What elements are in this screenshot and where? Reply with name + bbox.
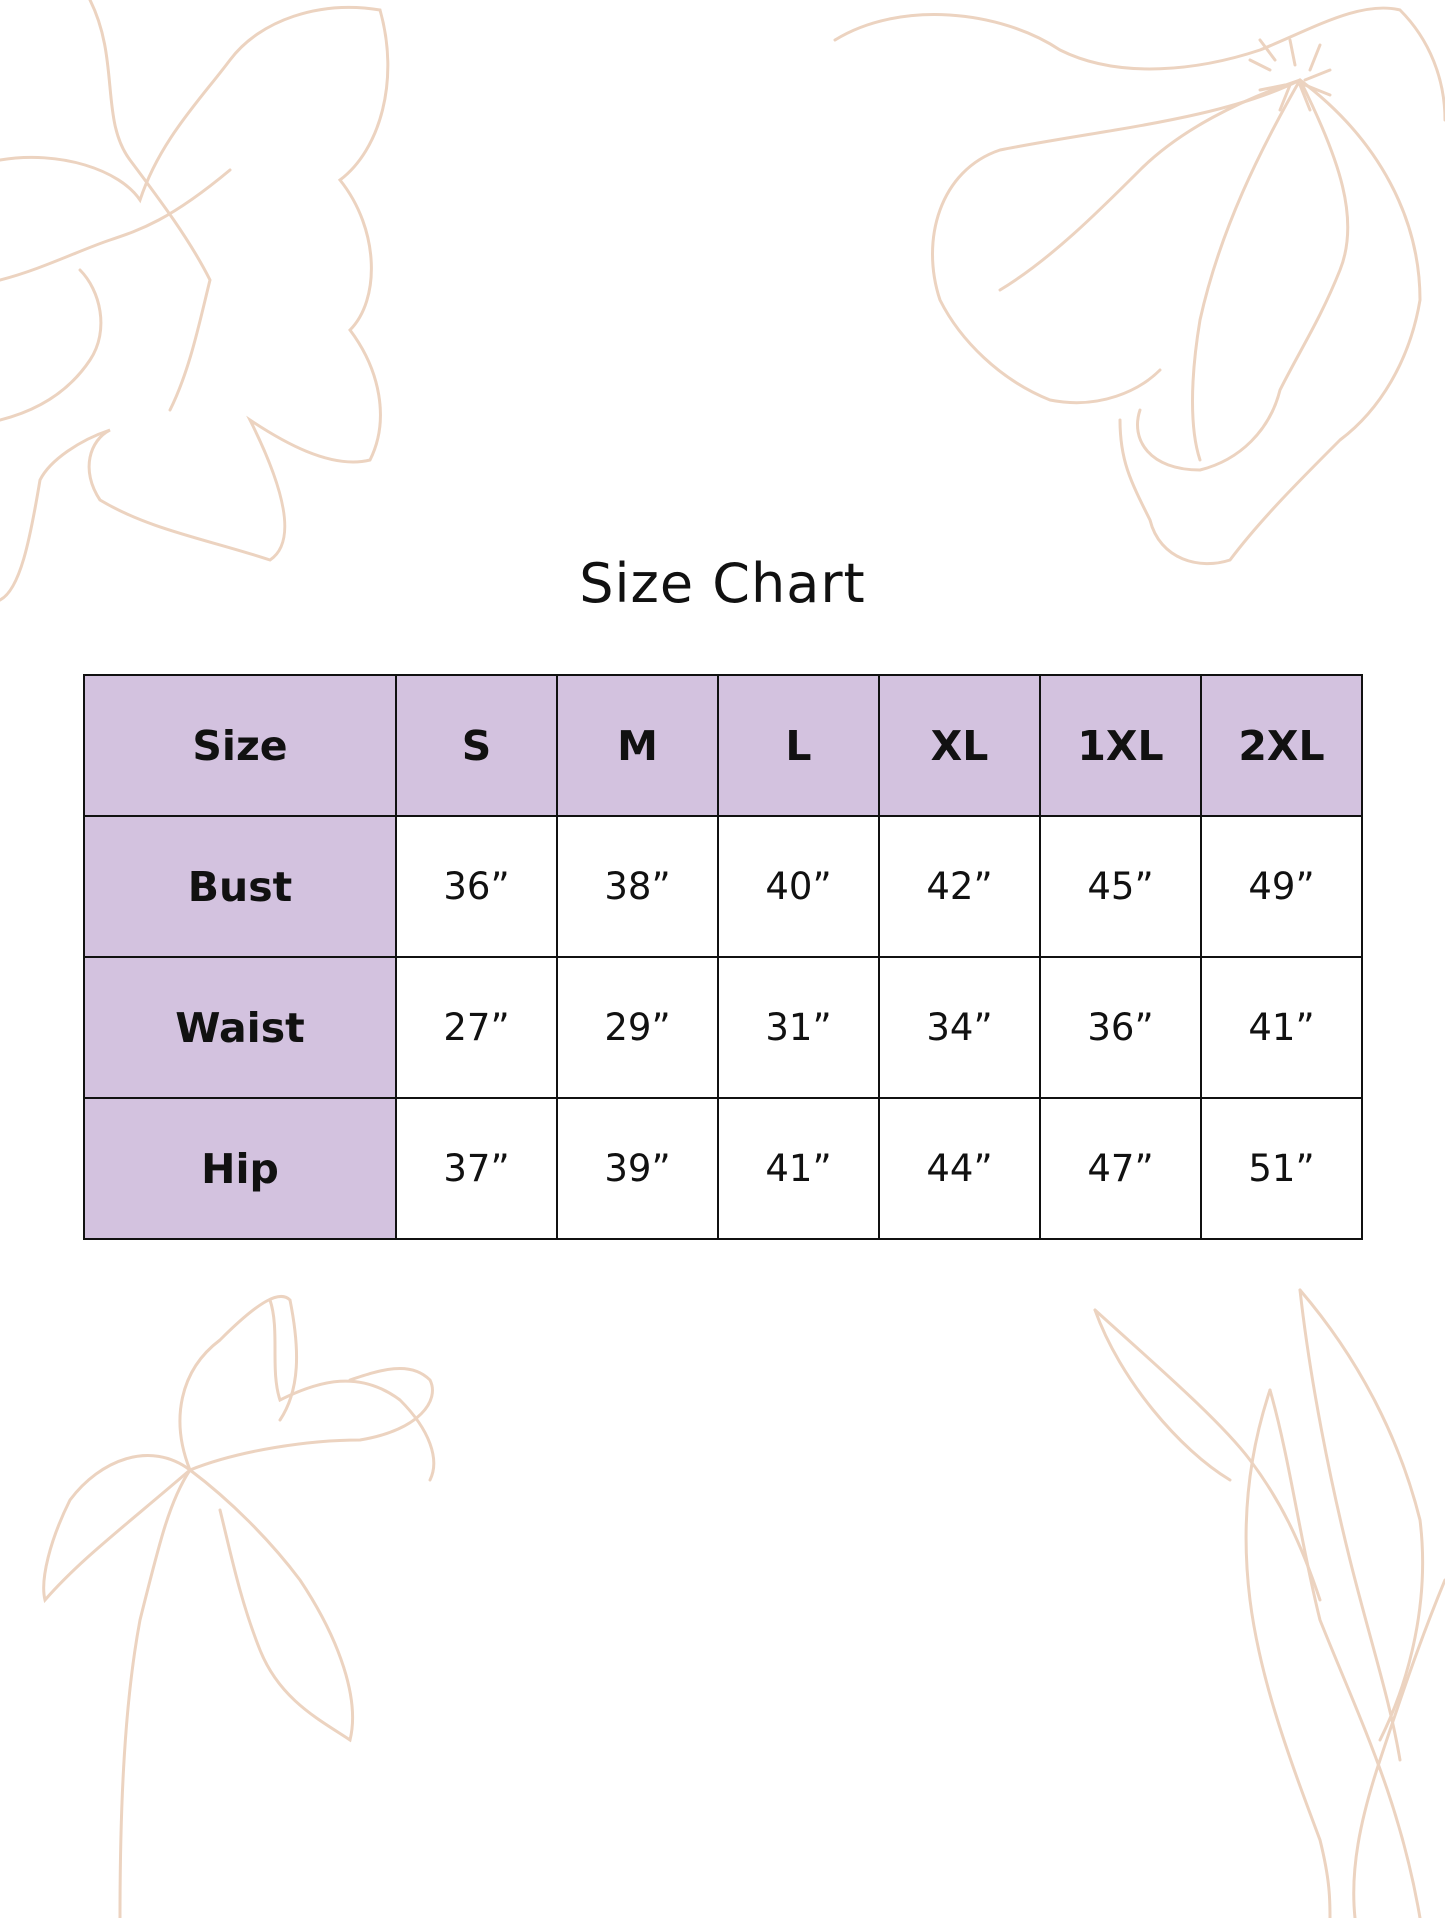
table-cell: 27” (395, 956, 558, 1099)
size-chart-table: Size S M L XL 1XL 2XL Bust 36” 38” 40” 4… (83, 674, 1363, 1240)
header-cell-l: L (717, 674, 880, 817)
flower-top-left-icon (0, 0, 390, 602)
table-cell: 39” (556, 1097, 719, 1240)
row-label: Bust (83, 815, 397, 958)
flower-bottom-right-icon (1093, 1288, 1445, 1918)
header-cell-xl: XL (878, 674, 1041, 817)
table-cell: 31” (717, 956, 880, 1099)
table-cell: 36” (1039, 956, 1202, 1099)
header-cell-2xl: 2XL (1200, 674, 1363, 817)
header-cell-s: S (395, 674, 558, 817)
table-cell: 41” (1200, 956, 1363, 1099)
table-cell: 45” (1039, 815, 1202, 958)
table-row-bust: Bust 36” 38” 40” 42” 45” 49” (83, 815, 1363, 958)
table-cell: 47” (1039, 1097, 1202, 1240)
table-cell: 34” (878, 956, 1041, 1099)
header-cell-1xl: 1XL (1039, 674, 1202, 817)
table-cell: 41” (717, 1097, 880, 1240)
table-cell: 44” (878, 1097, 1041, 1240)
table-row-hip: Hip 37” 39” 41” 44” 47” 51” (83, 1097, 1363, 1240)
table-cell: 38” (556, 815, 719, 958)
flower-top-right-icon (833, 6, 1445, 566)
row-label: Hip (83, 1097, 397, 1240)
table-cell: 36” (395, 815, 558, 958)
table-cell: 49” (1200, 815, 1363, 958)
table-row-waist: Waist 27” 29” 31” 34” 36” 41” (83, 956, 1363, 1099)
table-cell: 37” (395, 1097, 558, 1240)
table-header-row: Size S M L XL 1XL 2XL (83, 674, 1363, 817)
row-label: Waist (83, 956, 397, 1099)
table-cell: 42” (878, 815, 1041, 958)
table-cell: 29” (556, 956, 719, 1099)
table-cell: 51” (1200, 1097, 1363, 1240)
header-cell-m: M (556, 674, 719, 817)
page-title: Size Chart (579, 552, 866, 615)
table-cell: 40” (717, 815, 880, 958)
header-cell-size: Size (83, 674, 397, 817)
flower-bottom-left-icon (42, 1294, 436, 1918)
